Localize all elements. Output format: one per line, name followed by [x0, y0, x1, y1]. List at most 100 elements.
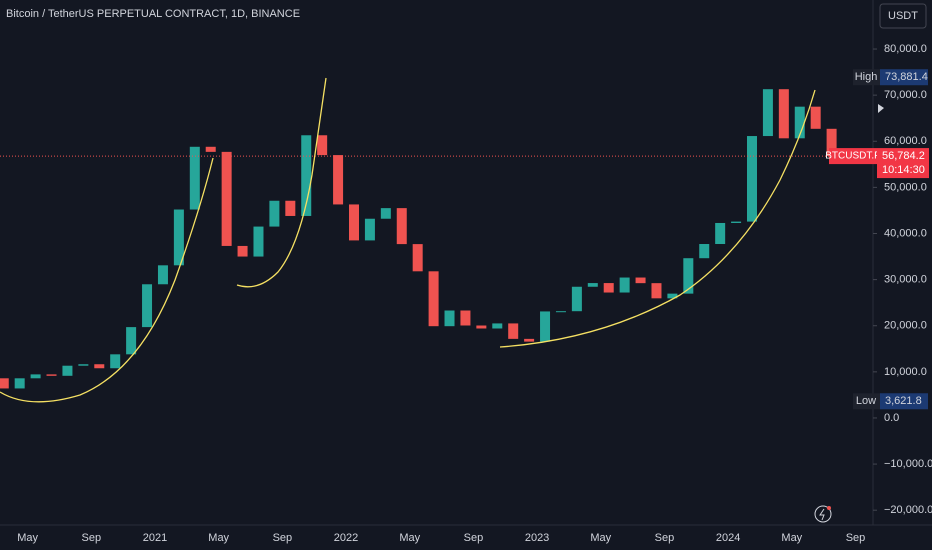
symbol-badge — [829, 148, 877, 165]
annotations — [0, 77, 816, 403]
x-tick-label: May — [781, 532, 802, 544]
price-badge — [877, 148, 929, 179]
x-tick-label: Sep — [273, 532, 293, 544]
bar — [619, 277, 630, 293]
y-tick-label: 70,000.0 — [884, 89, 927, 101]
x-tick-label: Sep — [846, 532, 866, 544]
bar — [667, 293, 678, 299]
chart-title: Bitcoin / TetherUS PERPETUAL CONTRACT, 1… — [6, 8, 300, 20]
bar — [412, 244, 423, 272]
y-tick-label: −20,000.0 — [884, 504, 932, 516]
bar — [333, 155, 344, 205]
bar — [237, 245, 248, 257]
bar — [0, 378, 9, 389]
bar — [460, 310, 471, 326]
bar — [476, 325, 487, 329]
bar — [778, 89, 789, 139]
y-tick-label: 40,000.0 — [884, 227, 927, 239]
bar — [683, 258, 694, 294]
low-name-badge — [853, 393, 880, 410]
bar — [189, 146, 200, 210]
bar — [173, 209, 184, 266]
x-tick-label: 2022 — [334, 532, 358, 544]
price-label: 56,784.2 — [882, 150, 925, 162]
bar — [508, 323, 519, 339]
low-name: Low — [856, 395, 876, 407]
x-tick-label: May — [590, 532, 611, 544]
y-tick-label: 10,000.0 — [884, 366, 927, 378]
low-value: 3,621.8 — [885, 395, 922, 407]
curve — [0, 157, 214, 403]
bar — [126, 327, 137, 355]
y-tick-label: 0.0 — [884, 412, 899, 424]
high-value-badge — [880, 69, 928, 86]
symbol-label: BTCUSDT.P — [825, 151, 881, 162]
bar — [524, 338, 535, 342]
bar — [603, 283, 614, 293]
bar — [762, 89, 773, 137]
bar — [794, 106, 805, 139]
bar — [94, 364, 105, 369]
bar — [269, 200, 280, 227]
bar — [364, 218, 375, 241]
bar — [540, 311, 551, 342]
x-tick-label: 2024 — [716, 532, 740, 544]
bar — [30, 374, 41, 379]
bar — [731, 221, 742, 223]
bar — [62, 365, 73, 376]
high-value: 73,881.4 — [885, 71, 928, 83]
countdown-label: 10:14:30 — [882, 164, 925, 176]
x-tick-label: May — [399, 532, 420, 544]
y-tick-label: 80,000.0 — [884, 43, 927, 55]
scroll-arrow[interactable] — [878, 104, 884, 113]
bar — [587, 283, 598, 287]
x-tick-label: 2023 — [525, 532, 549, 544]
bar — [78, 364, 89, 366]
bar — [221, 151, 232, 246]
curve — [499, 89, 816, 348]
bar — [571, 286, 582, 312]
bar — [747, 136, 757, 222]
bar — [301, 135, 312, 216]
low-value-badge — [880, 393, 928, 410]
bar — [826, 128, 837, 157]
x-tick-label: Sep — [82, 532, 102, 544]
high-name: High — [855, 71, 878, 83]
currency-label[interactable]: USDT — [888, 10, 918, 22]
y-tick-label: 20,000.0 — [884, 320, 927, 332]
y-tick-label: −10,000.0 — [884, 458, 932, 470]
bar — [492, 323, 503, 329]
bar — [699, 244, 710, 259]
bar — [380, 208, 391, 219]
bar — [46, 374, 57, 376]
high-name-badge — [853, 69, 880, 86]
y-tick-label: 60,000.0 — [884, 135, 927, 147]
bar — [142, 284, 153, 328]
bar — [317, 135, 328, 156]
y-tick-label: 30,000.0 — [884, 274, 927, 286]
power-button[interactable] — [814, 505, 832, 523]
bar — [349, 204, 359, 241]
bar — [555, 311, 566, 313]
notify-dot — [827, 506, 831, 510]
bar — [651, 283, 662, 299]
bar — [157, 265, 168, 285]
bar — [285, 200, 296, 216]
bar — [253, 226, 264, 257]
bar — [810, 106, 821, 129]
x-tick-label: 2021 — [143, 532, 167, 544]
bar — [444, 310, 455, 327]
bar — [14, 378, 25, 389]
currency-button[interactable] — [879, 3, 927, 29]
y-tick-label: 50,000.0 — [884, 181, 927, 193]
bar — [635, 277, 646, 284]
x-tick-label: May — [17, 532, 38, 544]
curve — [236, 77, 327, 288]
x-tick-label: Sep — [655, 532, 675, 544]
x-tick-label: Sep — [464, 532, 484, 544]
x-tick-label: May — [208, 532, 229, 544]
bar — [428, 271, 439, 327]
power-icon[interactable] — [819, 508, 825, 521]
